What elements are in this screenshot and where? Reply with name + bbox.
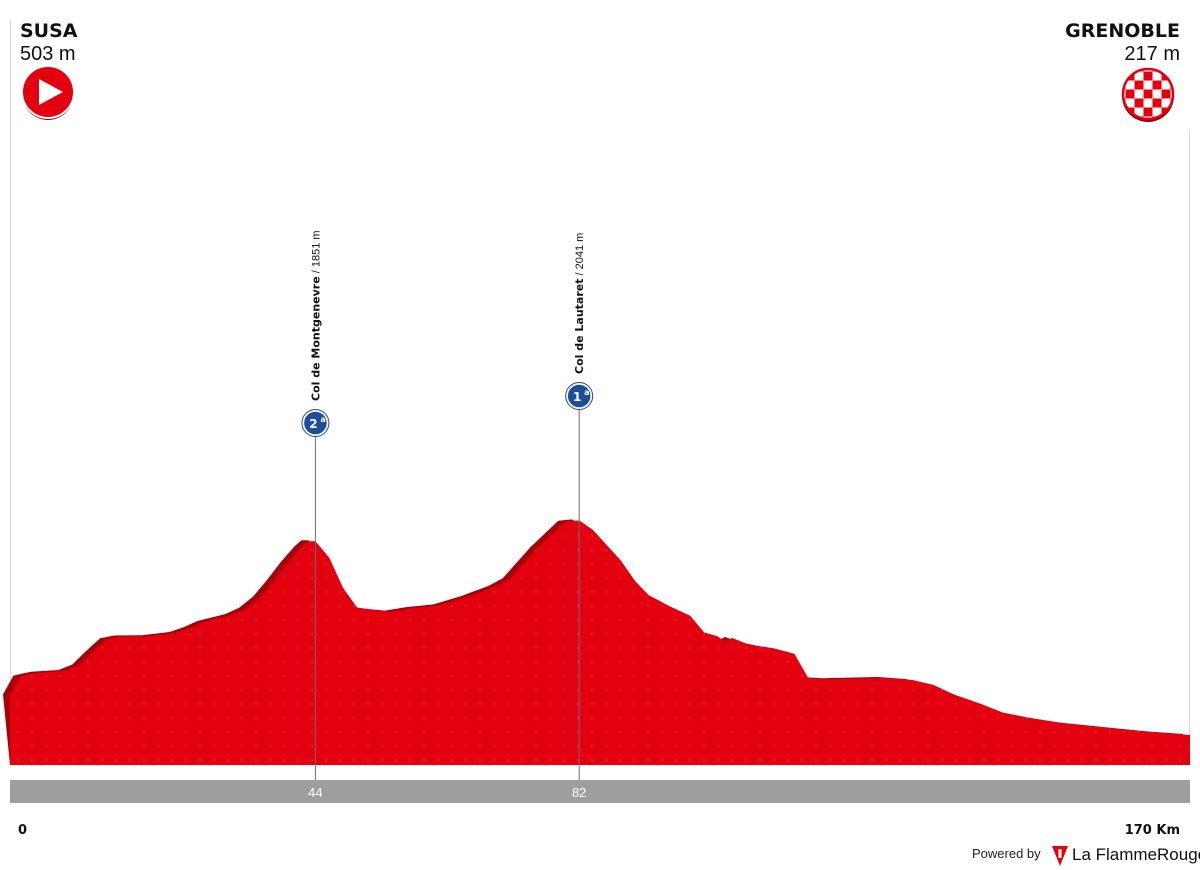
climb-category: 1 [573,390,581,404]
checker-square [1152,98,1162,108]
elevation-profile [3,519,1190,765]
finish-altitude: 217 m [1124,43,1180,65]
finish-city: GRENOBLE [1065,20,1180,42]
brand-name: La FlammeRouge [1072,845,1200,864]
checker-square [1143,71,1153,81]
climb-category-suffix: a [584,388,589,397]
checker-square [1143,89,1153,99]
climb-marker: 2 a Col de Montgenevre / 1851 m 44 [301,230,330,800]
climb-km-label: 82 [572,785,586,800]
climb-altitude: 1851 m [310,230,322,267]
climb-name: Col de Lautaret [573,279,586,374]
climb-label: Col de Lautaret / 2041 m [573,233,586,374]
climb-category-suffix: a [320,415,325,424]
climb-category-badge-icon [566,383,592,409]
checker-square [1161,89,1171,99]
x-start-label: 0 [18,823,27,838]
checker-square [1134,80,1144,90]
checker-square [1143,107,1153,117]
climb-badge-ring [565,382,594,410]
climb-category-badge-icon [302,410,329,436]
checker-square [1124,116,1126,118]
checkered-flag-icon [1121,67,1175,122]
powered-by-text: Powered by [972,846,1041,861]
x-end-label: 170 Km [1125,823,1180,838]
climb-category: 2 [309,417,317,431]
distance-strip [10,780,1190,803]
start-altitude: 503 m [20,43,76,65]
climb-label-separator: / [574,269,586,278]
climb-km-label: 44 [308,785,322,800]
flamme-rouge-logo-icon [1052,846,1068,866]
start-block: SUSA 503 m [20,20,78,120]
profile-texture [10,520,1190,765]
checker-square [1134,98,1144,108]
finish-block: GRENOBLE 217 m [1065,20,1180,122]
checker-square [1170,116,1172,118]
climb-name: Col de Montgenevre [309,276,322,401]
footer-brand: Powered by La FlammeRouge [972,845,1200,866]
checker-square [1125,89,1135,99]
start-city: SUSA [20,20,78,42]
climb-altitude: 2041 m [574,233,586,270]
play-icon [21,65,75,120]
climb-label: Col de Montgenevre / 1851 m [309,230,322,401]
checker-square [1152,80,1162,90]
climb-marker: 1 a Col de Lautaret / 2041 m 82 [565,233,594,800]
climb-badge-ring [301,409,330,437]
climb-label-separator: / [310,267,322,276]
